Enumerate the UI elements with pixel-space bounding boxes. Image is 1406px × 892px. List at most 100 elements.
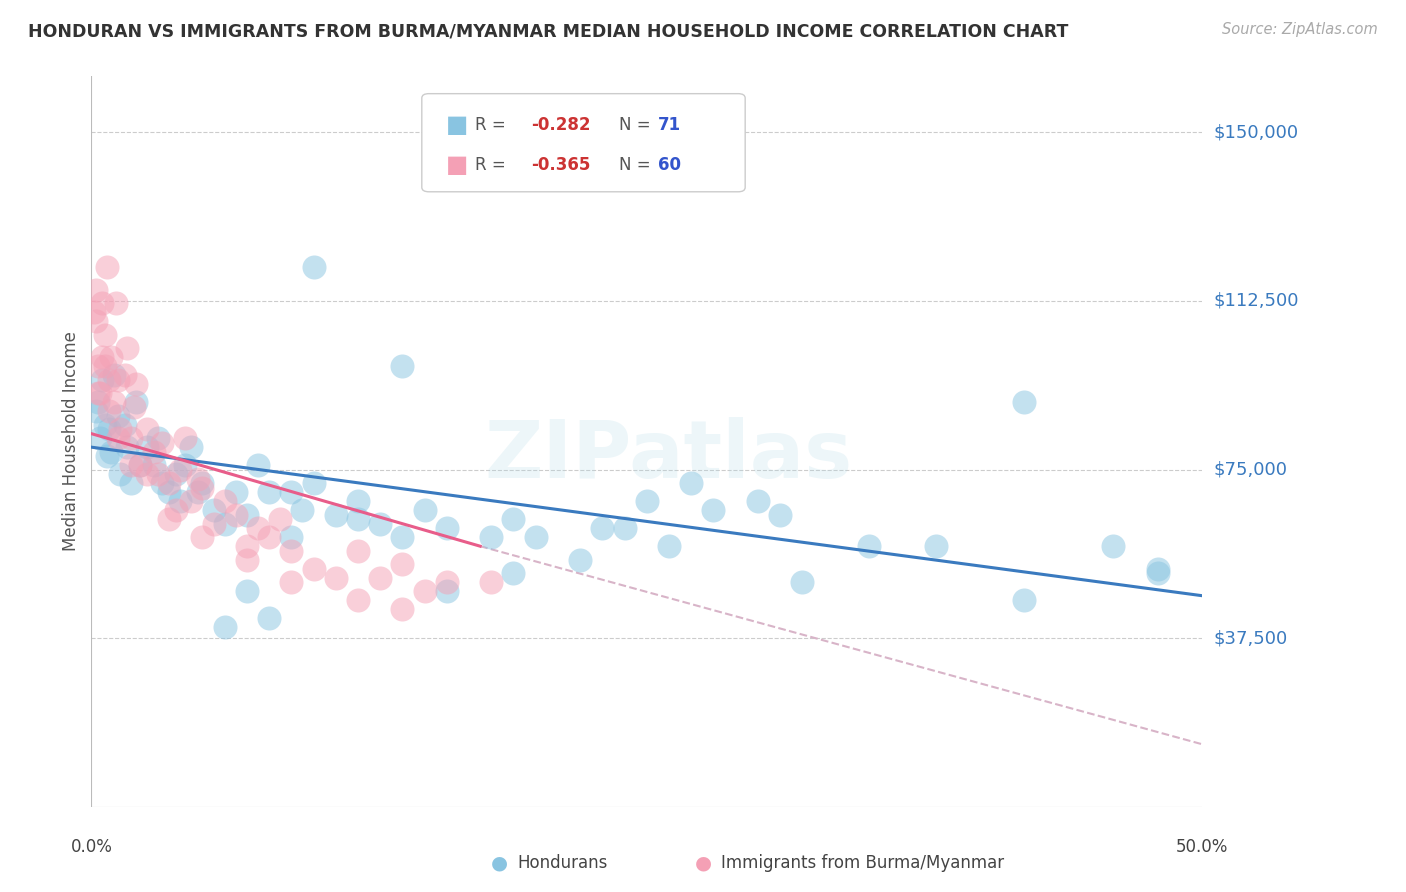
Point: [122, 400, 145, 414]
Point: [89, 386, 111, 401]
Point: [84, 314, 107, 328]
Point: [91, 350, 114, 364]
Point: [413, 503, 436, 517]
Point: [87, 395, 110, 409]
Text: -0.282: -0.282: [531, 116, 591, 134]
Point: [769, 508, 792, 522]
Text: ●: ●: [695, 854, 711, 873]
Point: [173, 431, 195, 445]
Text: ZIPatlas: ZIPatlas: [485, 417, 853, 495]
Point: [747, 494, 769, 508]
Point: [636, 494, 658, 508]
Point: [157, 476, 180, 491]
Point: [236, 539, 259, 553]
Point: [236, 508, 259, 522]
Text: $150,000: $150,000: [1213, 123, 1298, 141]
Point: [502, 566, 524, 581]
Text: $112,500: $112,500: [1213, 292, 1299, 310]
Point: [98, 422, 121, 436]
Point: [115, 440, 138, 454]
Text: 60: 60: [658, 156, 681, 174]
Point: [152, 476, 174, 491]
Point: [110, 422, 132, 436]
Point: [391, 530, 413, 544]
Point: [115, 341, 138, 355]
Point: [214, 516, 236, 531]
Point: [89, 431, 111, 445]
Point: [98, 404, 121, 418]
Point: [120, 431, 142, 445]
Point: [157, 485, 180, 500]
Point: [110, 467, 132, 482]
Point: [436, 575, 458, 590]
Point: [87, 386, 110, 401]
Point: [173, 458, 195, 472]
Point: [165, 467, 187, 482]
Point: [225, 508, 247, 522]
Point: [187, 472, 209, 486]
Point: [103, 395, 125, 409]
Text: Immigrants from Burma/Myanmar: Immigrants from Burma/Myanmar: [721, 855, 1004, 872]
Point: [165, 503, 187, 517]
Point: [257, 611, 280, 625]
Point: [302, 476, 325, 491]
Point: [103, 368, 125, 383]
Point: [302, 260, 325, 274]
Point: [152, 435, 174, 450]
Point: [107, 431, 129, 445]
Point: [96, 260, 118, 274]
Point: [479, 530, 502, 544]
Text: 71: 71: [658, 116, 681, 134]
Point: [146, 467, 169, 482]
Point: [436, 584, 458, 599]
Point: [191, 530, 214, 544]
Text: $75,000: $75,000: [1213, 460, 1288, 479]
Text: Source: ZipAtlas.com: Source: ZipAtlas.com: [1222, 22, 1378, 37]
Point: [413, 584, 436, 599]
Point: [114, 417, 136, 432]
Point: [129, 458, 152, 472]
Point: [120, 458, 142, 472]
Point: [325, 571, 347, 585]
Point: [792, 575, 814, 590]
Point: [120, 476, 142, 491]
Point: [100, 444, 122, 458]
Point: [1146, 562, 1168, 576]
Point: [436, 521, 458, 535]
Text: R =: R =: [475, 116, 512, 134]
Point: [524, 530, 547, 544]
Point: [681, 476, 703, 491]
Point: [93, 359, 115, 373]
Point: [225, 485, 247, 500]
Text: HONDURAN VS IMMIGRANTS FROM BURMA/MYANMAR MEDIAN HOUSEHOLD INCOME CORRELATION CH: HONDURAN VS IMMIGRANTS FROM BURMA/MYANMA…: [28, 22, 1069, 40]
Point: [98, 373, 121, 387]
Point: [368, 571, 391, 585]
Point: [236, 584, 259, 599]
Point: [1102, 539, 1125, 553]
Point: [129, 458, 152, 472]
Point: [93, 327, 115, 342]
Point: [347, 543, 370, 558]
Point: [214, 494, 236, 508]
Text: -0.365: -0.365: [531, 156, 591, 174]
Point: [502, 512, 524, 526]
Point: [347, 494, 370, 508]
Point: [347, 593, 370, 607]
Point: [146, 431, 169, 445]
Point: [280, 530, 302, 544]
Point: [236, 552, 259, 566]
Point: [569, 552, 592, 566]
Point: [280, 543, 302, 558]
Text: 50.0%: 50.0%: [1175, 838, 1229, 855]
Point: [202, 516, 225, 531]
Point: [180, 440, 202, 454]
Point: [391, 558, 413, 572]
Text: $37,500: $37,500: [1213, 630, 1288, 648]
Point: [368, 516, 391, 531]
Point: [169, 494, 191, 508]
Point: [135, 467, 157, 482]
Point: [96, 449, 118, 463]
Point: [191, 476, 214, 491]
Point: [135, 422, 157, 436]
Text: N =: N =: [619, 116, 655, 134]
